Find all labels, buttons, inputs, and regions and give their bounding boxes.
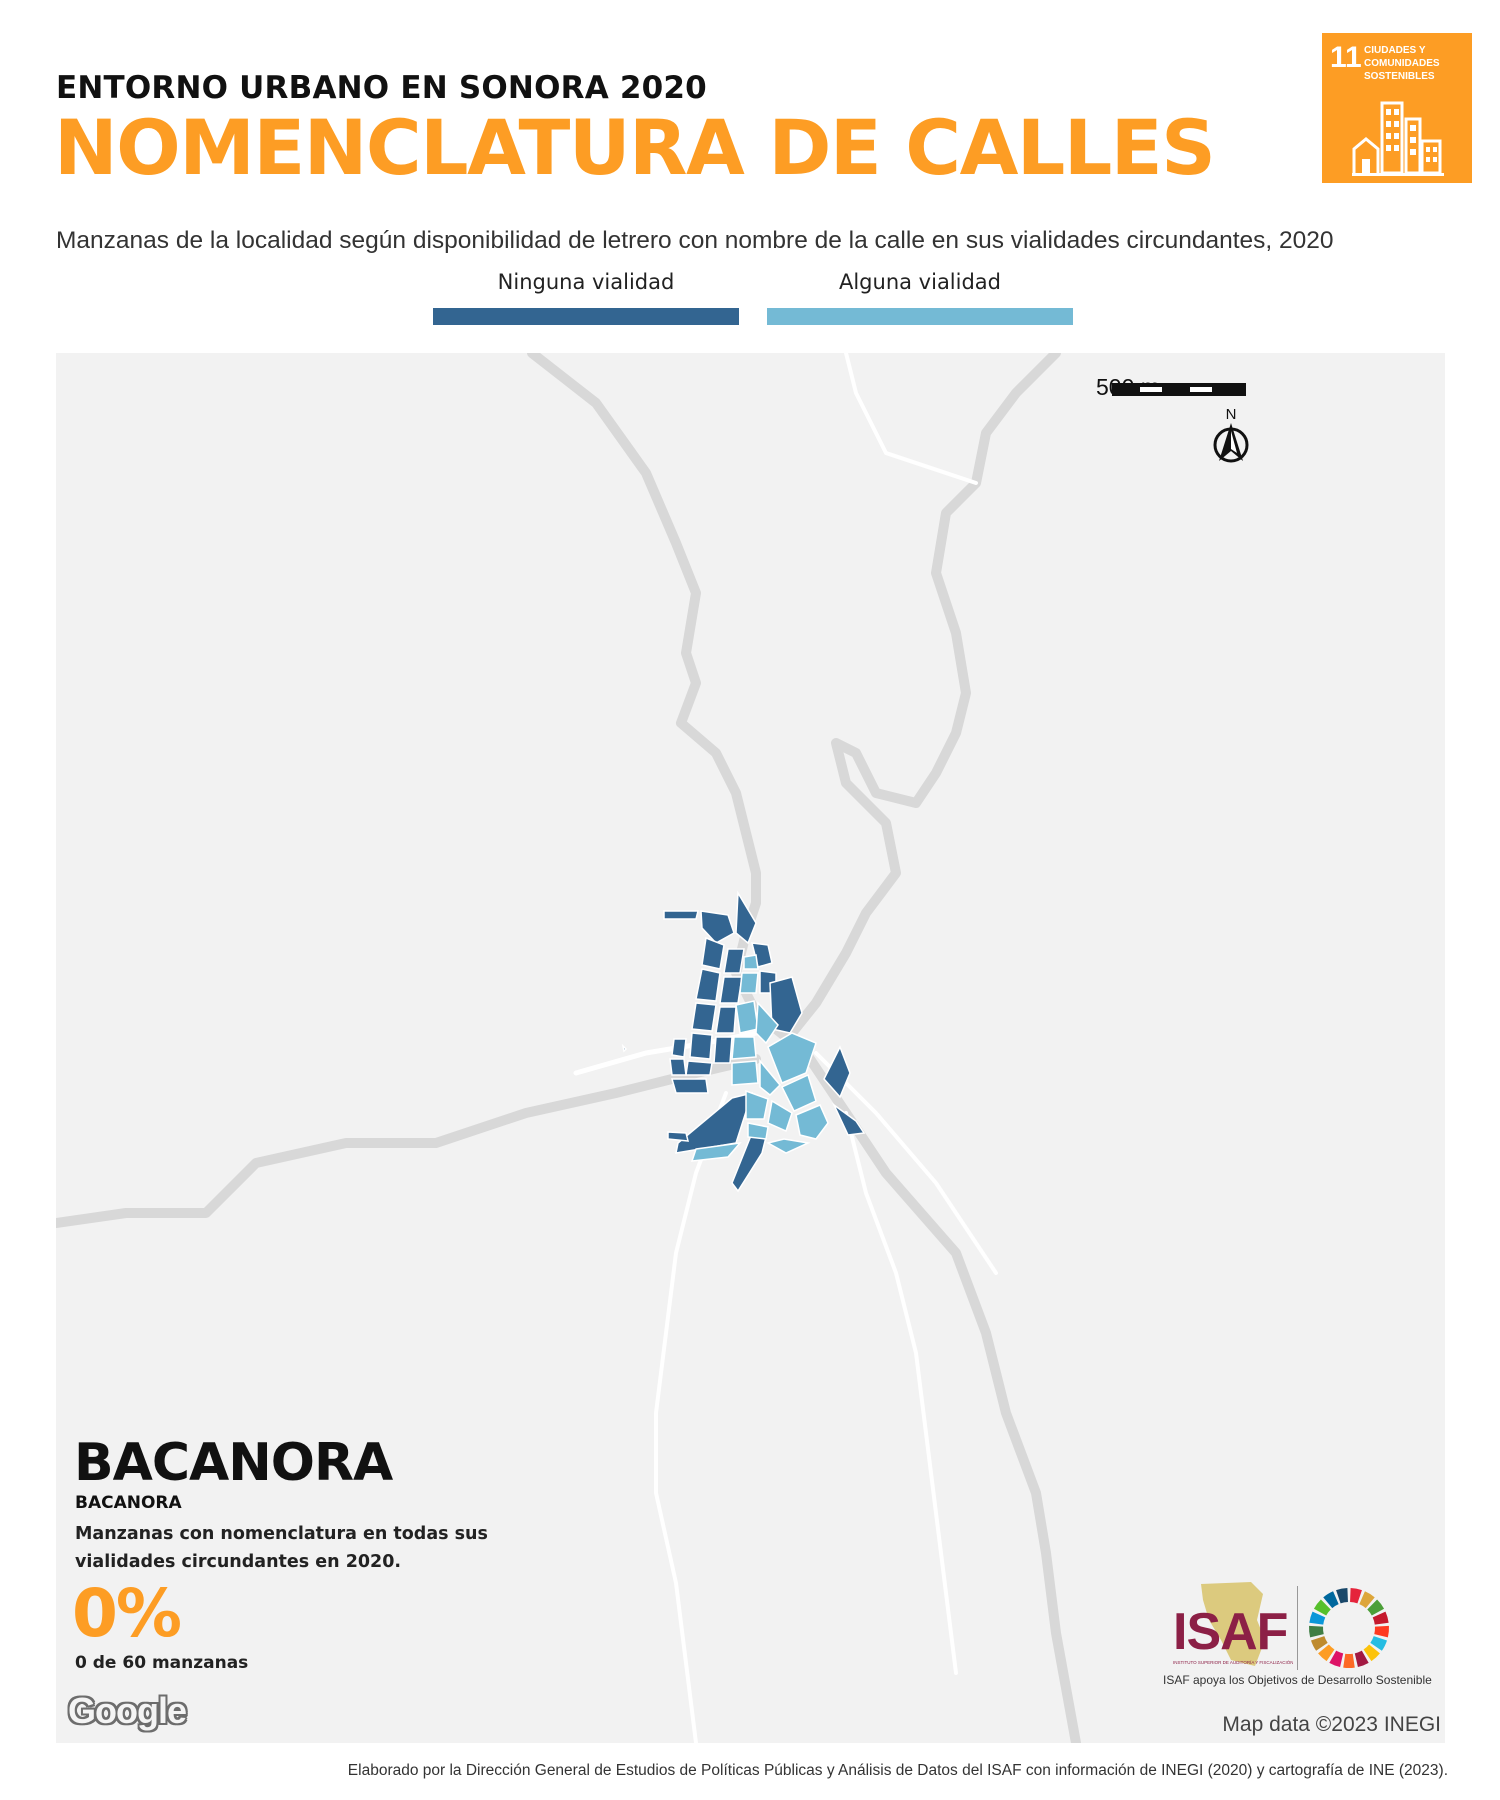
block-n20: [832, 1102, 866, 1136]
footer-source: Elaborado por la Dirección General de Es…: [347, 1762, 1448, 1779]
legend-swatch-alguna: [767, 308, 1073, 325]
sdg-wheel-segment: [1311, 1636, 1328, 1651]
page-title: NOMENCLATURA DE CALLES: [54, 103, 1216, 192]
block-n12: [713, 1036, 733, 1064]
block-n11: [685, 1060, 713, 1076]
road-northeast: [771, 353, 1061, 1058]
road-north-white: [844, 353, 978, 485]
block-a12: [747, 1122, 769, 1140]
stat-count: 0 de 60 manzanas: [75, 1653, 249, 1673]
block-n9: [715, 1006, 737, 1034]
block-n6: [695, 968, 721, 1002]
block-a6: [767, 1032, 817, 1084]
block-n3: [735, 890, 757, 945]
north-arrow-icon: N: [1213, 406, 1249, 463]
block-n5: [723, 948, 745, 974]
block-a13: [795, 1104, 829, 1140]
block-a4: [755, 1001, 779, 1045]
block-a14: [765, 1138, 811, 1154]
sdg-wheel-segment: [1363, 1644, 1380, 1662]
block-a2: [739, 972, 759, 994]
block-a1: [743, 954, 759, 970]
block-a11: [767, 1099, 793, 1133]
sdg-wheel-segment: [1354, 1650, 1369, 1667]
block-n1: [663, 910, 699, 920]
header-subtitle: ENTORNO URBANO EN SONORA 2020: [56, 70, 707, 106]
road-west: [56, 1054, 761, 1228]
block-a8: [759, 1058, 782, 1097]
sdg-11-badge: 11 CIUDADES Y COMUNIDADES SOSTENIBLES: [1322, 33, 1472, 183]
isaf-caption: ISAF apoya los Objetivos de Desarrollo S…: [1163, 1673, 1432, 1687]
sdg-wheel-segment: [1336, 1588, 1348, 1604]
sdg-wheel-segment: [1350, 1588, 1362, 1604]
sdg-wheel-segment: [1343, 1653, 1355, 1668]
sdg-wheel-segment: [1374, 1625, 1390, 1638]
sonora-map-icon: [1201, 1582, 1265, 1666]
legend-swatch-ninguna: [433, 308, 739, 325]
block-n22: [667, 1131, 689, 1142]
logo-divider: [1297, 1586, 1298, 1670]
block-a15: [690, 1141, 742, 1162]
block-a7: [731, 1060, 759, 1086]
road-southeast: [841, 1108, 1081, 1743]
locality-description: Manzanas con nomenclatura en todas sus v…: [75, 1524, 488, 1572]
block-n21: [675, 1091, 754, 1154]
sdg-text: CIUDADES Y COMUNIDADES SOSTENIBLES: [1364, 45, 1440, 82]
sdg-wheel-segment: [1309, 1611, 1326, 1625]
block-a9: [780, 1073, 817, 1112]
legend-label-alguna: Alguna vialidad: [838, 270, 1002, 294]
google-logo[interactable]: Google: [68, 1690, 187, 1731]
sdg-wheel-segment: [1308, 1625, 1324, 1638]
block-n18: [671, 1078, 709, 1094]
road-south-east-white: [844, 1111, 958, 1675]
stat-percentage: 0%: [72, 1575, 182, 1652]
isaf-fullname: INSTITUTO SUPERIOR DE AUDITORÍA Y FISCAL…: [1173, 1660, 1293, 1665]
city-buildings-icon: [1352, 101, 1444, 176]
sdg-wheel-icon: [1308, 1588, 1390, 1668]
page-description: Manzanas de la localidad según disponibi…: [56, 227, 1334, 254]
road-south: [654, 1091, 728, 1743]
blocks-ninguna-vialidad: [621, 890, 866, 1193]
block-n8: [691, 1002, 717, 1032]
scale-bar: [1112, 383, 1246, 396]
sdg-wheel-segment: [1313, 1599, 1331, 1616]
map-canvas[interactable]: [56, 353, 1445, 1743]
block-n4: [701, 936, 725, 970]
block-a10: [745, 1089, 769, 1120]
municipality-name: BACANORA: [75, 1493, 182, 1513]
legend-label-ninguna: Ninguna vialidad: [497, 270, 675, 294]
block-n24: [621, 1043, 628, 1053]
block-a5: [731, 1036, 757, 1060]
block-n19: [823, 1045, 851, 1099]
block-n16: [671, 1038, 687, 1058]
block-a3: [735, 1000, 759, 1034]
block-n7: [719, 976, 743, 1004]
sdg-wheel-segment: [1359, 1591, 1375, 1609]
block-n10: [689, 1032, 713, 1060]
isaf-sdg-logo: ISAF INSTITUTO SUPERIOR DE AUDITORÍA Y F…: [1151, 1580, 1441, 1690]
sdg-wheel-segment: [1372, 1611, 1389, 1625]
isaf-wordmark: ISAF: [1173, 1603, 1288, 1661]
sdg-wheel-segment: [1318, 1644, 1335, 1662]
sdg-number: 11: [1330, 41, 1362, 74]
block-n17: [669, 1058, 687, 1076]
blocks-alguna-vialidad: [690, 954, 829, 1162]
block-n2: [700, 910, 735, 944]
sdg-wheel-segment: [1370, 1636, 1387, 1651]
road-north: [527, 353, 851, 1118]
sdg-wheel-segment: [1367, 1599, 1385, 1616]
map-area[interactable]: 500 m N BACANORA BACANORA Manzanas con n…: [56, 353, 1445, 1743]
map-attribution[interactable]: Map data ©2023 INEGI: [1222, 1713, 1441, 1736]
sdg-wheel-segment: [1329, 1650, 1344, 1667]
sdg-wheel-segment: [1323, 1591, 1339, 1609]
town-blocks: [621, 890, 866, 1193]
north-label: N: [1226, 406, 1237, 423]
locality-name: BACANORA: [74, 1433, 393, 1493]
